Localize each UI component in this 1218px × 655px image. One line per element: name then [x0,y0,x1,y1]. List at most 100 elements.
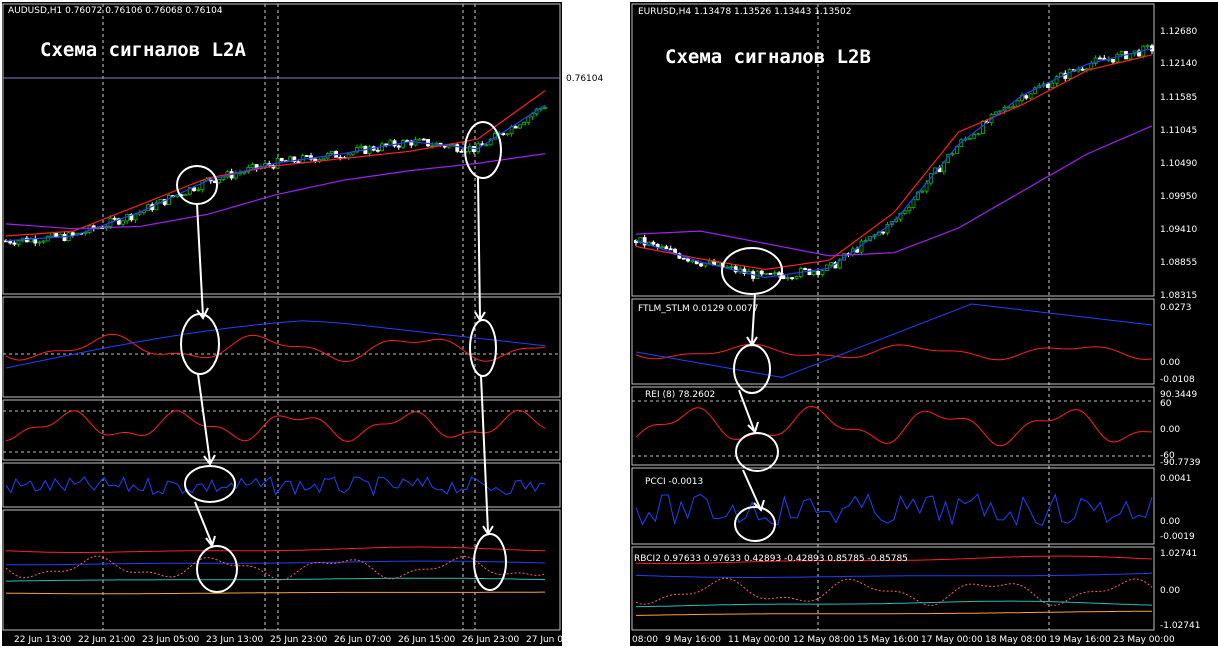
left-ind2-panel [2,399,561,461]
candle [729,266,734,269]
candle [681,257,686,260]
svg-text:17 May 00:00: 17 May 00:00 [921,635,983,645]
svg-text:60: 60 [1160,399,1172,409]
candle [794,276,799,279]
left-ind1-blue [5,320,546,369]
right-ind4-blue [635,572,1153,578]
left-signal-arrowhead [205,535,216,549]
left-ind3-panel [2,462,561,508]
left-ind2-red [5,409,546,443]
candle [638,237,643,244]
candle [154,202,159,211]
svg-text:0.4635: 0.4635 [568,514,600,524]
left-chart: AUDUSD,H1 0.76072 0.76106 0.76068 0.7610… [2,2,608,646]
candle [716,262,721,266]
candle [790,277,795,280]
left-signal-arrow [477,177,481,319]
candle [83,232,88,235]
left-signal-circle [196,545,238,593]
candle [733,266,738,273]
candle [1089,62,1094,70]
svg-text:1.11045: 1.11045 [1160,126,1197,136]
right-title: Схема сигналов L2B [665,46,871,68]
candle [690,260,695,263]
candle [742,268,747,274]
svg-text:-0.0036: -0.0036 [568,387,603,397]
candle [455,144,460,152]
svg-text:-60: -60 [1160,451,1175,461]
candle [911,198,916,208]
right-signal-arrow [738,389,755,431]
svg-text:-0.0019: -0.0019 [1160,532,1195,542]
svg-text:0.00: 0.00 [568,429,588,439]
svg-text:97.0808: 97.0808 [568,403,605,413]
candle [16,240,21,245]
candle [167,195,171,205]
left-signal-arrowhead [196,307,209,320]
candle [321,157,326,160]
candle [116,218,121,225]
right-signal-circle [721,247,783,295]
right-price-axis: 1.12680 1.12140 1.11585 1.11045 1.10490 … [1160,27,1197,301]
candle [217,178,221,183]
svg-text:9 May 16:00: 9 May 16:00 [665,635,721,645]
svg-text:1.09950: 1.09950 [1160,192,1197,202]
candle [1098,57,1102,60]
candle [907,206,912,212]
left-chart-bg [2,2,562,646]
candle [1015,100,1020,107]
svg-text:0.76182: 0.76182 [568,55,605,65]
candle [309,155,313,160]
svg-text:22 Jun 13:00: 22 Jun 13:00 [14,635,71,645]
candle [686,258,690,262]
candle [112,217,117,220]
left-ind4-cyan [6,577,546,582]
left-ind1-red [5,333,546,363]
candle [133,213,138,221]
candle [192,187,196,191]
candle [699,263,703,267]
candle [642,237,647,246]
candle [484,144,489,147]
candle [426,138,430,147]
candle [392,140,397,147]
candle [396,145,401,148]
svg-text:0.00: 0.00 [1160,586,1180,596]
left-current-price-box [563,72,605,83]
right-ind1-panel [631,298,1155,385]
candle [41,240,46,243]
candle [183,193,188,196]
candle [467,145,472,152]
candle [45,235,50,242]
candle [543,107,547,109]
candle [242,171,247,174]
left-ma-purple [5,153,546,230]
left-signal-circle [464,121,502,179]
left-ind4-dotted [5,555,546,581]
left-signal-markers [176,121,507,593]
left-signal-arrow [480,375,489,533]
svg-text:-1.02741: -1.02741 [1160,621,1200,631]
candle [803,268,808,270]
left-signal-arrowhead [482,525,494,536]
candle [279,158,284,162]
svg-text:60: 60 [566,407,578,417]
svg-text:22 Jun 21:00: 22 Jun 21:00 [78,635,135,645]
right-ind2-red [635,405,1153,447]
candle [526,116,531,123]
candle [409,140,414,146]
candle [755,270,760,279]
candle [972,134,977,139]
svg-text:-90.7322: -90.7322 [568,452,608,462]
right-ind4-cyan [635,600,1153,608]
candle [505,133,510,136]
candle [501,132,506,136]
svg-text:0.0273: 0.0273 [1160,303,1192,313]
candle [785,277,790,280]
candle [375,149,380,152]
candle [781,275,786,280]
candle [820,270,825,275]
left-ind4-panel [2,509,561,631]
left-signal-arrow [196,203,204,317]
